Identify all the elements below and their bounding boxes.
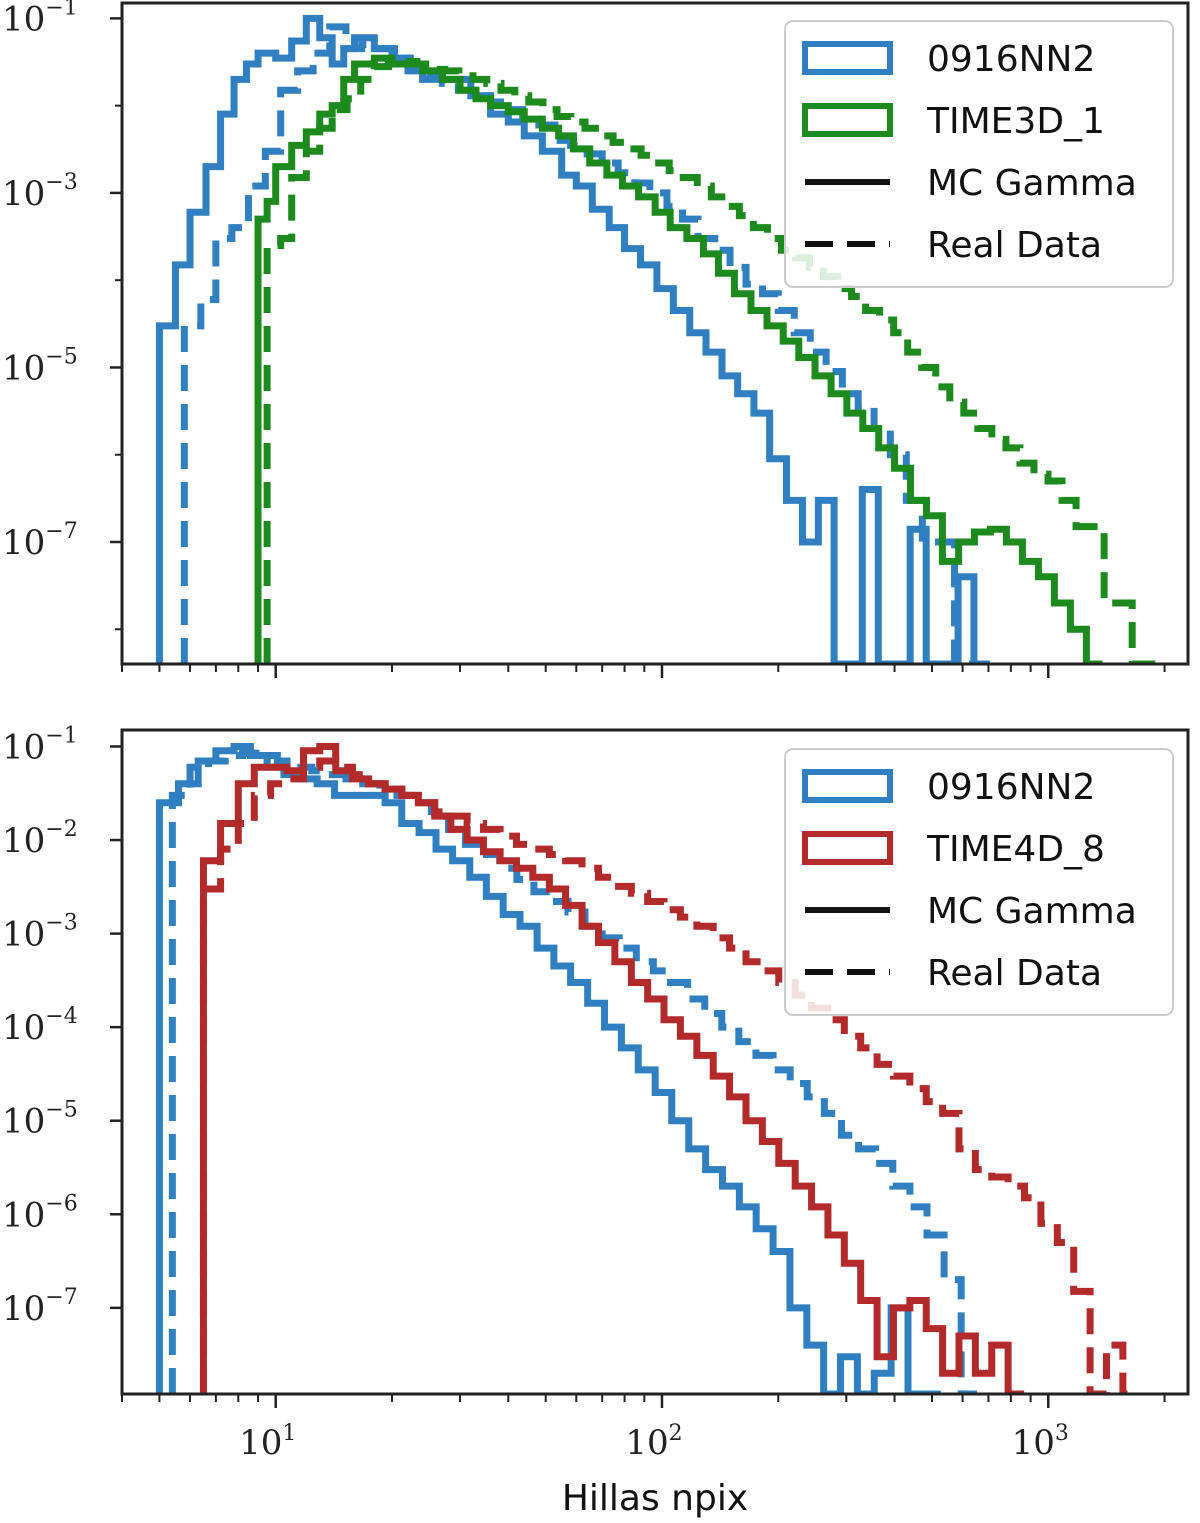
legend-label: MC Gamma (927, 163, 1137, 204)
legend-swatch-0916nn2 (802, 41, 893, 75)
y-tick-exponent: −3 (45, 170, 77, 195)
legend-box (784, 748, 1174, 1016)
x-tick-base: 10 (1012, 1423, 1055, 1463)
legend-swatch-time4d_8 (802, 831, 893, 865)
y-tick-base: 10 (2, 727, 45, 767)
y-tick-base: 10 (2, 821, 45, 861)
legend-label: MC Gamma (927, 891, 1137, 932)
x-axis-title: Hillas npix (562, 1478, 748, 1519)
y-tick-label: 10−2 (2, 817, 78, 861)
y-tick-base: 10 (2, 174, 45, 214)
y-tick-label: 10−5 (2, 344, 78, 388)
legend-label: TIME3D_1 (926, 101, 1105, 142)
y-tick-label: 10−3 (2, 170, 78, 214)
y-tick-base: 10 (2, 1102, 45, 1142)
top-panel-x-ticks (121, 664, 1166, 678)
legend-label: 0916NN2 (927, 767, 1095, 808)
y-tick-exponent: −2 (45, 817, 77, 842)
y-tick-exponent: −5 (45, 1098, 77, 1123)
legend-label: 0916NN2 (927, 39, 1095, 80)
top-panel-y-ticks: 10−110−310−510−7 (2, 0, 122, 631)
bottom-panel: 101 102 103 10−110−210−310−410−510−610−7 0… (2, 723, 1190, 1519)
y-tick-base: 10 (2, 0, 45, 39)
y-tick-exponent: −7 (45, 1285, 77, 1310)
bottom-panel-y-ticks: 10−110−210−310−410−510−610−7 (2, 723, 122, 1329)
y-tick-exponent: −4 (45, 1004, 77, 1029)
x-tick-base: 10 (625, 1423, 668, 1463)
y-tick-base: 10 (2, 1195, 45, 1235)
x-tick-label: 103 (1012, 1421, 1069, 1463)
legend-label: TIME4D_8 (926, 829, 1105, 870)
series-time3d_1-real-data-line (263, 58, 1163, 664)
top-panel-legend: 0916NN2 TIME3D_1 MC Gamma Real Data (784, 20, 1174, 288)
bottom-panel-legend: 0916NN2 TIME4D_8 MC Gamma Real Data (784, 748, 1174, 1016)
bottom-panel-frame (120, 728, 1190, 1396)
bottom-panel-series-group (155, 742, 1139, 1394)
x-tick-exponent: 3 (1055, 1421, 1069, 1446)
legend-swatch-0916nn2 (802, 769, 893, 803)
y-tick-exponent: −6 (45, 1191, 77, 1216)
series-time4d_8-mc-gamma-line (199, 742, 1025, 1394)
series-0916nn2-mc-gamma-line (155, 14, 990, 664)
x-tick-label: 102 (625, 1421, 682, 1463)
bottom-panel-x-ticks: 101 102 103 (121, 1394, 1166, 1463)
series-time4d_8-real-data-line (199, 757, 1139, 1394)
y-tick-label: 10−3 (2, 911, 78, 955)
y-tick-exponent: −7 (45, 519, 77, 544)
y-tick-label: 10−7 (2, 1285, 78, 1329)
y-tick-base: 10 (2, 523, 45, 563)
y-tick-label: 10−1 (2, 0, 78, 39)
legend-swatch-time3d_1 (802, 103, 893, 137)
legend-label: Real Data (927, 225, 1102, 266)
y-tick-label: 10−6 (2, 1191, 78, 1235)
y-tick-base: 10 (2, 1289, 45, 1329)
y-tick-base: 10 (2, 348, 45, 388)
x-tick-label: 101 (239, 1421, 296, 1463)
top-panel-frame (120, 1, 1190, 666)
y-tick-exponent: −3 (45, 911, 77, 936)
y-tick-label: 10−7 (2, 519, 78, 563)
y-tick-base: 10 (2, 915, 45, 955)
y-tick-exponent: −1 (45, 0, 77, 20)
x-tick-exponent: 2 (669, 1421, 683, 1446)
x-tick-base: 10 (239, 1423, 282, 1463)
y-tick-label: 10−5 (2, 1098, 78, 1142)
top-panel-series-group (155, 14, 1163, 664)
legend-label: Real Data (927, 953, 1102, 994)
y-tick-exponent: −1 (45, 723, 77, 748)
y-tick-label: 10−4 (2, 1004, 78, 1048)
y-tick-base: 10 (2, 1008, 45, 1048)
legend-box (784, 20, 1174, 288)
y-tick-label: 10−1 (2, 723, 78, 767)
x-tick-exponent: 1 (282, 1421, 296, 1446)
y-tick-exponent: −5 (45, 344, 77, 369)
